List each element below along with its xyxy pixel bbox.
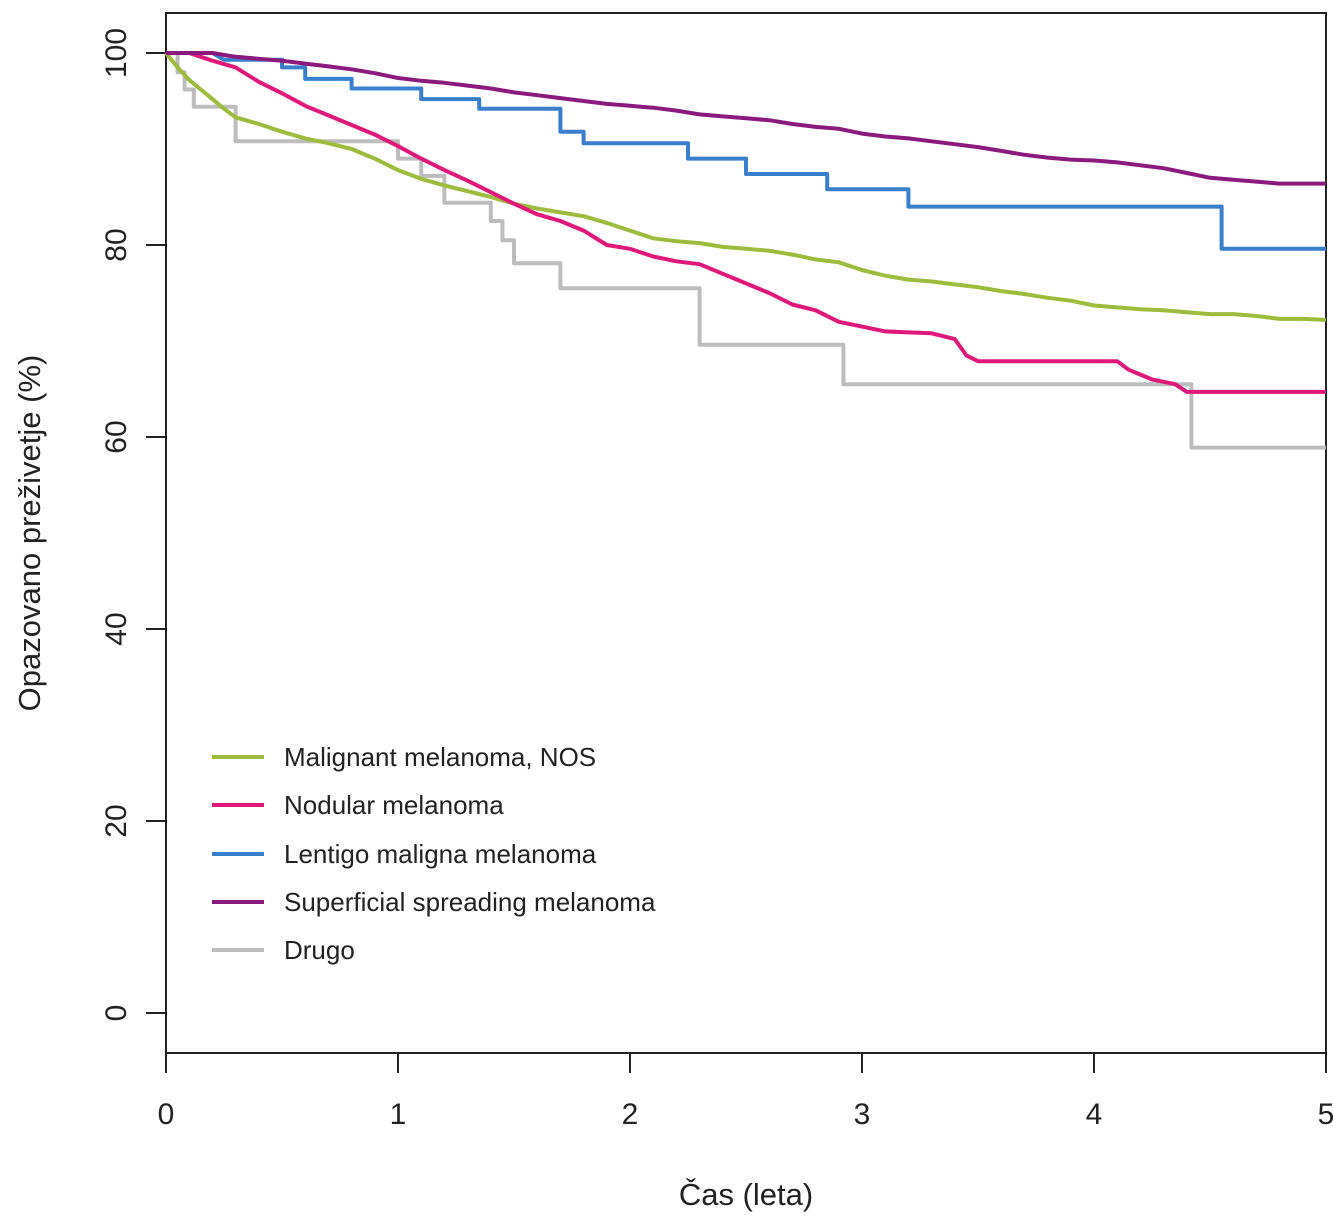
- x-tick-label: 5: [1318, 1098, 1333, 1131]
- y-axis: 0 20 40 60 80 100: [100, 28, 166, 1021]
- x-axis: 0 1 2 3 4 5: [158, 1053, 1333, 1131]
- series-line-2: [166, 51, 1326, 251]
- x-tick-label: 0: [158, 1098, 175, 1131]
- legend-label: Superficial spreading melanoma: [284, 887, 656, 917]
- series-layer: [164, 51, 1327, 450]
- legend-label: Lentigo maligna melanoma: [284, 839, 597, 869]
- y-tick-label: 0: [100, 1005, 133, 1022]
- y-tick-label: 100: [100, 28, 133, 78]
- x-tick-label: 4: [1086, 1098, 1103, 1131]
- y-tick-label: 60: [100, 420, 133, 453]
- x-tick-label: 2: [622, 1098, 639, 1131]
- y-axis-label: Opazovano preživetje (%): [12, 355, 47, 712]
- series-line-4: [166, 51, 1326, 450]
- series-line-0: [164, 51, 1327, 322]
- series-line-1: [166, 51, 1326, 394]
- x-axis-label: Čas (leta): [679, 1177, 813, 1212]
- y-tick-label: 20: [100, 804, 133, 837]
- x-tick-label: 1: [390, 1098, 407, 1131]
- y-tick-label: 40: [100, 612, 133, 645]
- legend: Malignant melanoma, NOS Nodular melanoma L…: [212, 742, 656, 965]
- legend-label: Drugo: [284, 935, 355, 965]
- plot-frame: [165, 12, 1327, 1054]
- y-tick-label: 80: [100, 228, 133, 261]
- legend-label: Nodular melanoma: [284, 790, 504, 820]
- series-line-3: [166, 51, 1326, 186]
- legend-label: Malignant melanoma, NOS: [284, 742, 596, 772]
- x-tick-label: 3: [854, 1098, 871, 1131]
